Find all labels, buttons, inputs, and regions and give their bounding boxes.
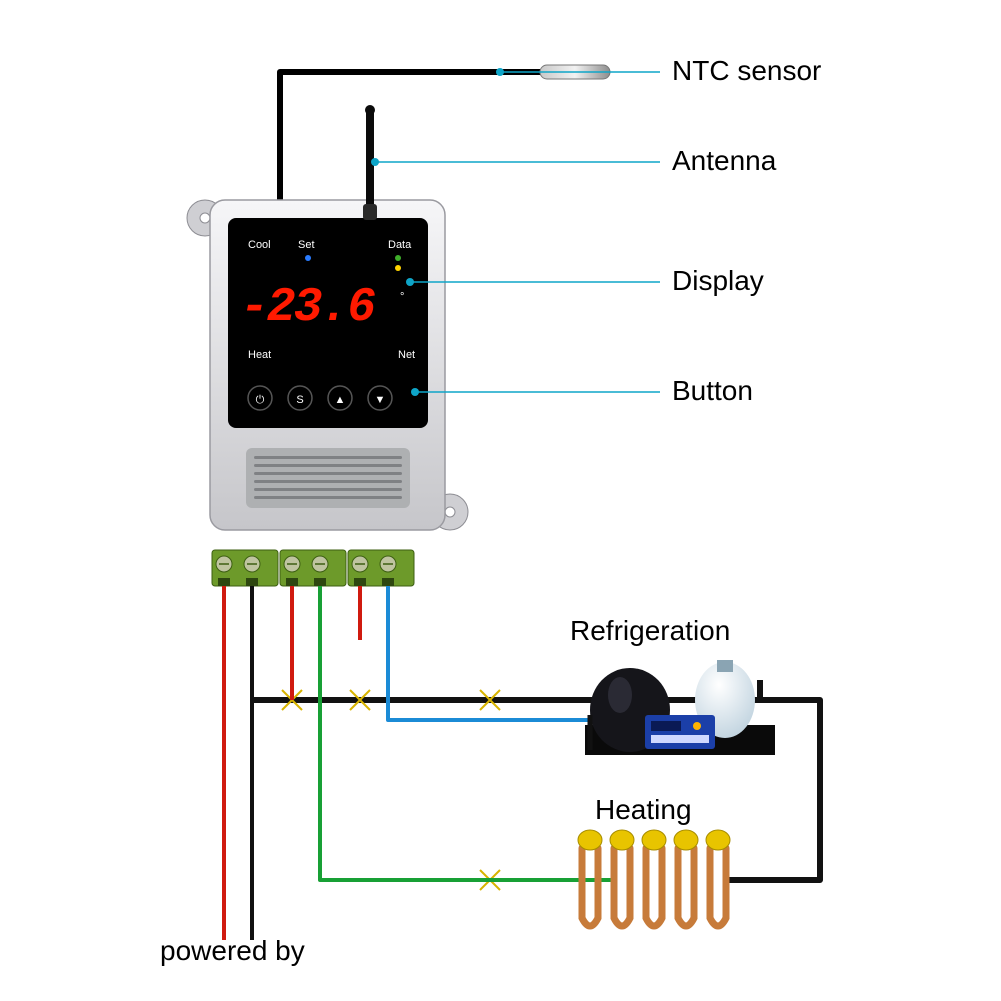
label-heating: Heating	[595, 794, 692, 825]
face-label-net: Net	[398, 349, 415, 361]
wiring-diagram: Cool Set Data -23.6 ° Heat Net ⏻ S ▲ ▼ NTC sensor An…	[0, 0, 1001, 1001]
face-label-data: Data	[388, 239, 412, 251]
heating-element	[710, 848, 726, 926]
heating-element	[646, 848, 662, 926]
heating-element	[582, 848, 598, 926]
label-display: Display	[672, 265, 764, 296]
down-button-glyph: ▼	[375, 394, 386, 406]
label-powered: powered by	[160, 935, 305, 966]
svg-text:°: °	[400, 291, 404, 303]
temperature-readout: -23.6	[240, 281, 375, 335]
fridge-panel	[645, 715, 715, 749]
label-ntc: NTC sensor	[672, 55, 821, 86]
face-label-cool: Cool	[248, 239, 271, 251]
set-button-glyph: S	[296, 394, 303, 406]
face-label-set: Set	[298, 239, 315, 251]
ntc-wire	[280, 72, 540, 210]
heating-cap	[706, 830, 730, 850]
heating-cap	[610, 830, 634, 850]
power-button-glyph: ⏻	[256, 394, 265, 406]
heating-cap	[642, 830, 666, 850]
label-refrigeration: Refrigeration	[570, 615, 730, 646]
label-button: Button	[672, 375, 753, 406]
heating-element	[614, 848, 630, 926]
up-button-glyph: ▲	[335, 394, 346, 406]
heating-cap	[578, 830, 602, 850]
face-label-heat: Heat	[248, 349, 271, 361]
heating-cap	[674, 830, 698, 850]
label-antenna: Antenna	[672, 145, 777, 176]
heating-element	[678, 848, 694, 926]
